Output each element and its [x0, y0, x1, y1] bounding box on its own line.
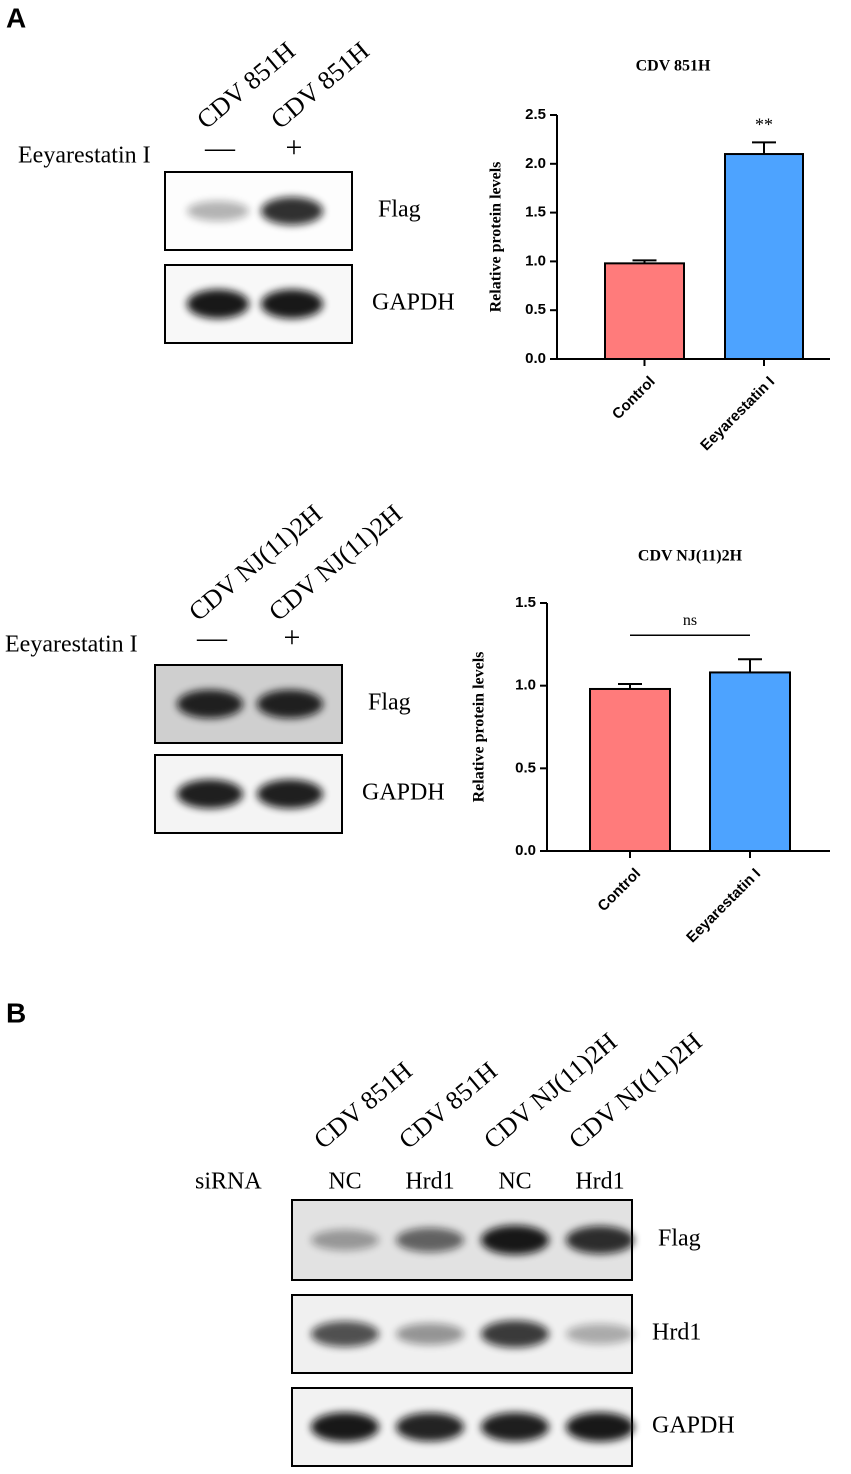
- band: [396, 1323, 464, 1345]
- band-label: GAPDH: [362, 780, 445, 806]
- bar: [604, 262, 685, 360]
- band: [261, 197, 323, 225]
- band: [481, 1412, 549, 1442]
- y-tick-label: 1.5: [515, 594, 536, 611]
- x-tick-label: Control: [609, 373, 659, 423]
- x-tick-label: Eeyarestatin I: [683, 865, 764, 946]
- band-label: Flag: [378, 197, 421, 223]
- chart-title: CDV 851H: [636, 58, 711, 75]
- row-label: Eeyarestatin I: [18, 143, 151, 169]
- lane-mark: Hrd1: [405, 1169, 454, 1195]
- x-tick-label: Eeyarestatin I: [697, 373, 778, 454]
- band: [481, 1320, 549, 1348]
- bar: [589, 687, 671, 852]
- band: [177, 689, 243, 719]
- band-label: GAPDH: [372, 290, 455, 316]
- annotation: ns: [683, 612, 697, 629]
- band-label: Flag: [368, 690, 411, 716]
- band: [177, 779, 243, 809]
- y-tick-label: 2.0: [525, 155, 546, 172]
- lane-mark: NC: [498, 1169, 531, 1195]
- band: [566, 1323, 634, 1345]
- y-tick-label: 0.0: [515, 842, 536, 859]
- band: [396, 1227, 464, 1253]
- band-label: Flag: [658, 1226, 701, 1252]
- band: [481, 1225, 549, 1255]
- y-tick-label: 2.5: [525, 106, 546, 123]
- row-label: siRNA: [195, 1169, 262, 1195]
- annotation: **: [755, 114, 773, 134]
- panel-label: A: [6, 2, 26, 33]
- y-tick-label: 1.0: [525, 252, 546, 269]
- chart-title: CDV NJ(11)2H: [638, 548, 743, 565]
- band: [187, 289, 249, 319]
- lane-mark: NC: [328, 1169, 361, 1195]
- panel-label: B: [6, 997, 26, 1028]
- bar: [709, 671, 791, 852]
- lane-mark: Hrd1: [575, 1169, 624, 1195]
- band: [311, 1229, 379, 1251]
- band: [257, 779, 323, 809]
- y-tick-label: 0.5: [515, 759, 536, 776]
- y-tick-label: 0.5: [525, 301, 546, 318]
- band: [566, 1226, 634, 1254]
- band: [396, 1412, 464, 1442]
- bar: [724, 153, 804, 360]
- lane-mark: +: [286, 131, 303, 164]
- row-label: Eeyarestatin I: [5, 632, 138, 658]
- y-tick-label: 1.5: [525, 204, 546, 221]
- lane-mark: —: [204, 131, 236, 164]
- band: [566, 1412, 634, 1442]
- band-label: GAPDH: [652, 1413, 735, 1439]
- band: [187, 200, 249, 222]
- band: [261, 289, 323, 319]
- y-axis-label: Relative protein levels: [488, 162, 505, 313]
- lane-label: CDV NJ(11)2H: [183, 499, 327, 627]
- band-label: Hrd1: [652, 1320, 701, 1346]
- band: [311, 1412, 379, 1442]
- band: [257, 689, 323, 719]
- band: [311, 1321, 379, 1347]
- y-tick-label: 0.0: [525, 350, 546, 367]
- lane-mark: —: [196, 621, 228, 654]
- y-tick-label: 1.0: [515, 677, 536, 694]
- x-tick-label: Control: [594, 865, 644, 915]
- lane-mark: +: [284, 621, 301, 654]
- y-axis-label: Relative protein levels: [471, 652, 488, 803]
